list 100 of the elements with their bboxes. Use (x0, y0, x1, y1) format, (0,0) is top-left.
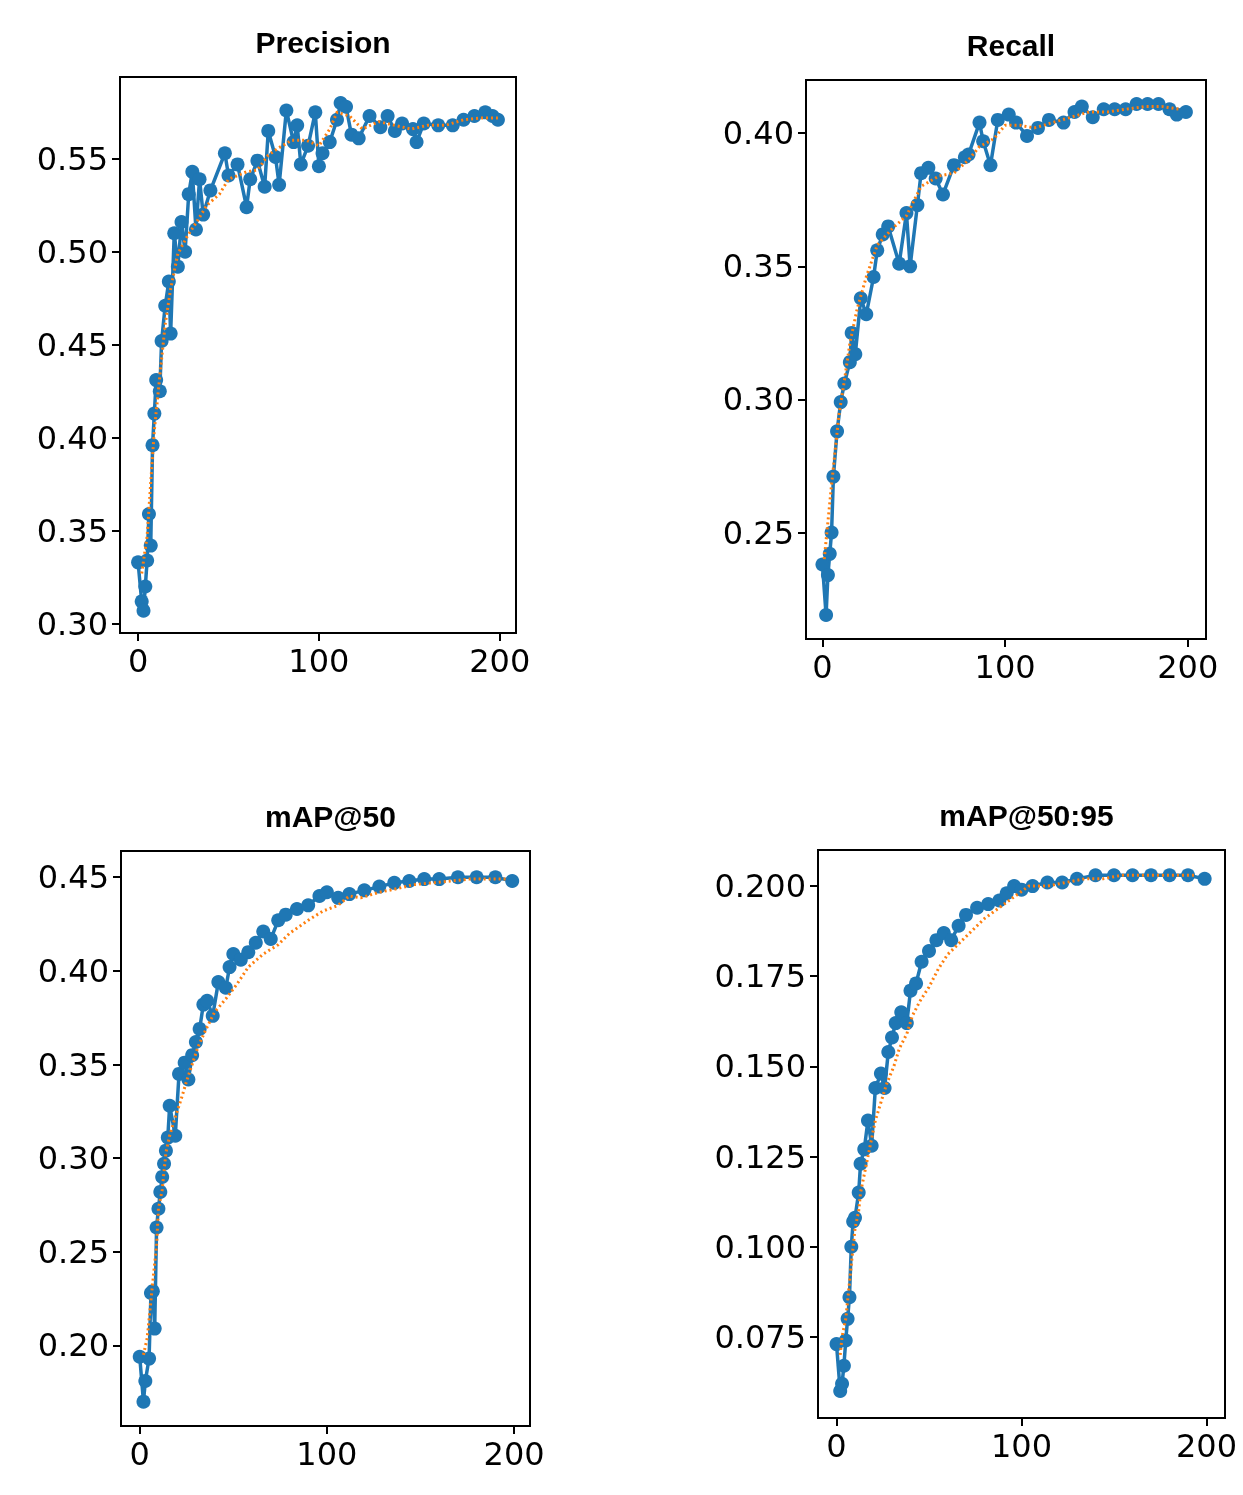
x-tick-label: 100 (974, 648, 1036, 686)
point (138, 1374, 153, 1389)
point (185, 1048, 200, 1063)
point (136, 1394, 151, 1409)
y-tick-label: 0.20 (37, 1326, 109, 1365)
x-tick-label: 100 (296, 1435, 358, 1473)
point (936, 187, 950, 202)
point (844, 325, 859, 340)
point (142, 1351, 157, 1366)
point (263, 932, 278, 947)
chart-title: Precision (255, 25, 391, 59)
point (319, 885, 334, 900)
chart-title: Recall (966, 28, 1056, 62)
point (248, 935, 263, 950)
point (301, 898, 316, 913)
y-tick-label: 0.40 (37, 951, 109, 990)
point (168, 1128, 183, 1143)
point (387, 875, 402, 890)
y-tick-label: 0.075 (714, 1317, 806, 1356)
point (200, 993, 215, 1008)
point (357, 883, 372, 898)
point (885, 1030, 899, 1045)
y-tick-label: 0.25 (37, 1232, 109, 1271)
x-tick-label: 200 (469, 642, 531, 680)
point (153, 1184, 168, 1199)
y-tick-label: 0.45 (37, 858, 109, 897)
point (944, 933, 959, 948)
point (1074, 99, 1089, 114)
y-tick-label: 0.100 (714, 1227, 806, 1266)
point (819, 608, 834, 623)
y-tick-label: 0.55 (36, 139, 108, 178)
y-tick-label: 0.45 (36, 325, 108, 364)
point (188, 1035, 203, 1050)
point (1030, 120, 1045, 135)
point (450, 870, 465, 885)
point (155, 1169, 170, 1184)
y-tick-label: 0.30 (37, 1139, 109, 1178)
point (894, 1005, 909, 1020)
point (848, 347, 863, 362)
point (959, 907, 973, 922)
point (990, 112, 1005, 127)
chart-title: mAP@50 (265, 799, 396, 833)
point (162, 1098, 177, 1113)
y-tick-label: 0.200 (714, 867, 806, 906)
x-tick-label: 100 (288, 642, 350, 680)
point (914, 954, 929, 969)
point (951, 918, 966, 933)
point (851, 1185, 866, 1200)
x-tick-label: 100 (990, 1427, 1053, 1465)
point (278, 907, 293, 922)
point (417, 872, 432, 887)
point (844, 1239, 859, 1254)
point (970, 900, 985, 915)
point (946, 158, 961, 173)
point (859, 307, 874, 322)
chart-title: mAP@50:95 (939, 798, 1114, 832)
point (218, 980, 233, 995)
point (860, 1113, 875, 1128)
point (469, 870, 484, 885)
y-tick-label: 0.30 (722, 380, 794, 419)
point (1178, 104, 1193, 119)
point (820, 568, 835, 583)
y-tick-label: 0.35 (36, 511, 108, 550)
x-tick-label: 200 (1157, 648, 1219, 686)
y-tick-label: 0.35 (722, 247, 794, 286)
point (866, 269, 881, 284)
point (835, 1376, 850, 1391)
point (910, 198, 925, 213)
y-tick-label: 0.50 (36, 232, 108, 271)
y-tick-label: 0.25 (722, 513, 794, 552)
point (222, 960, 237, 975)
y-tick-label: 0.175 (714, 957, 806, 996)
x-tick-label: 0 (127, 642, 149, 680)
point (147, 1321, 162, 1336)
point (505, 873, 520, 888)
point (372, 879, 387, 894)
x-tick-label: 0 (826, 1427, 847, 1465)
point (921, 160, 936, 175)
point (983, 158, 998, 173)
point (853, 1156, 868, 1171)
x-tick-label: 200 (1175, 1427, 1238, 1465)
point (822, 546, 837, 561)
y-tick-label: 0.35 (37, 1045, 109, 1084)
y-tick-label: 0.30 (36, 604, 108, 643)
y-tick-label: 0.125 (714, 1137, 806, 1176)
point (1197, 871, 1212, 886)
point (909, 976, 924, 991)
point (922, 943, 936, 958)
point (1020, 128, 1034, 143)
y-tick-label: 0.150 (714, 1047, 806, 1086)
x-tick-label: 200 (483, 1435, 545, 1473)
point (192, 1021, 207, 1036)
point (836, 1358, 851, 1373)
point (881, 219, 896, 234)
x-tick-label: 0 (129, 1435, 150, 1473)
point (981, 897, 996, 912)
point (903, 259, 918, 274)
point (1085, 110, 1100, 125)
point (881, 1044, 896, 1059)
point (873, 1066, 888, 1081)
